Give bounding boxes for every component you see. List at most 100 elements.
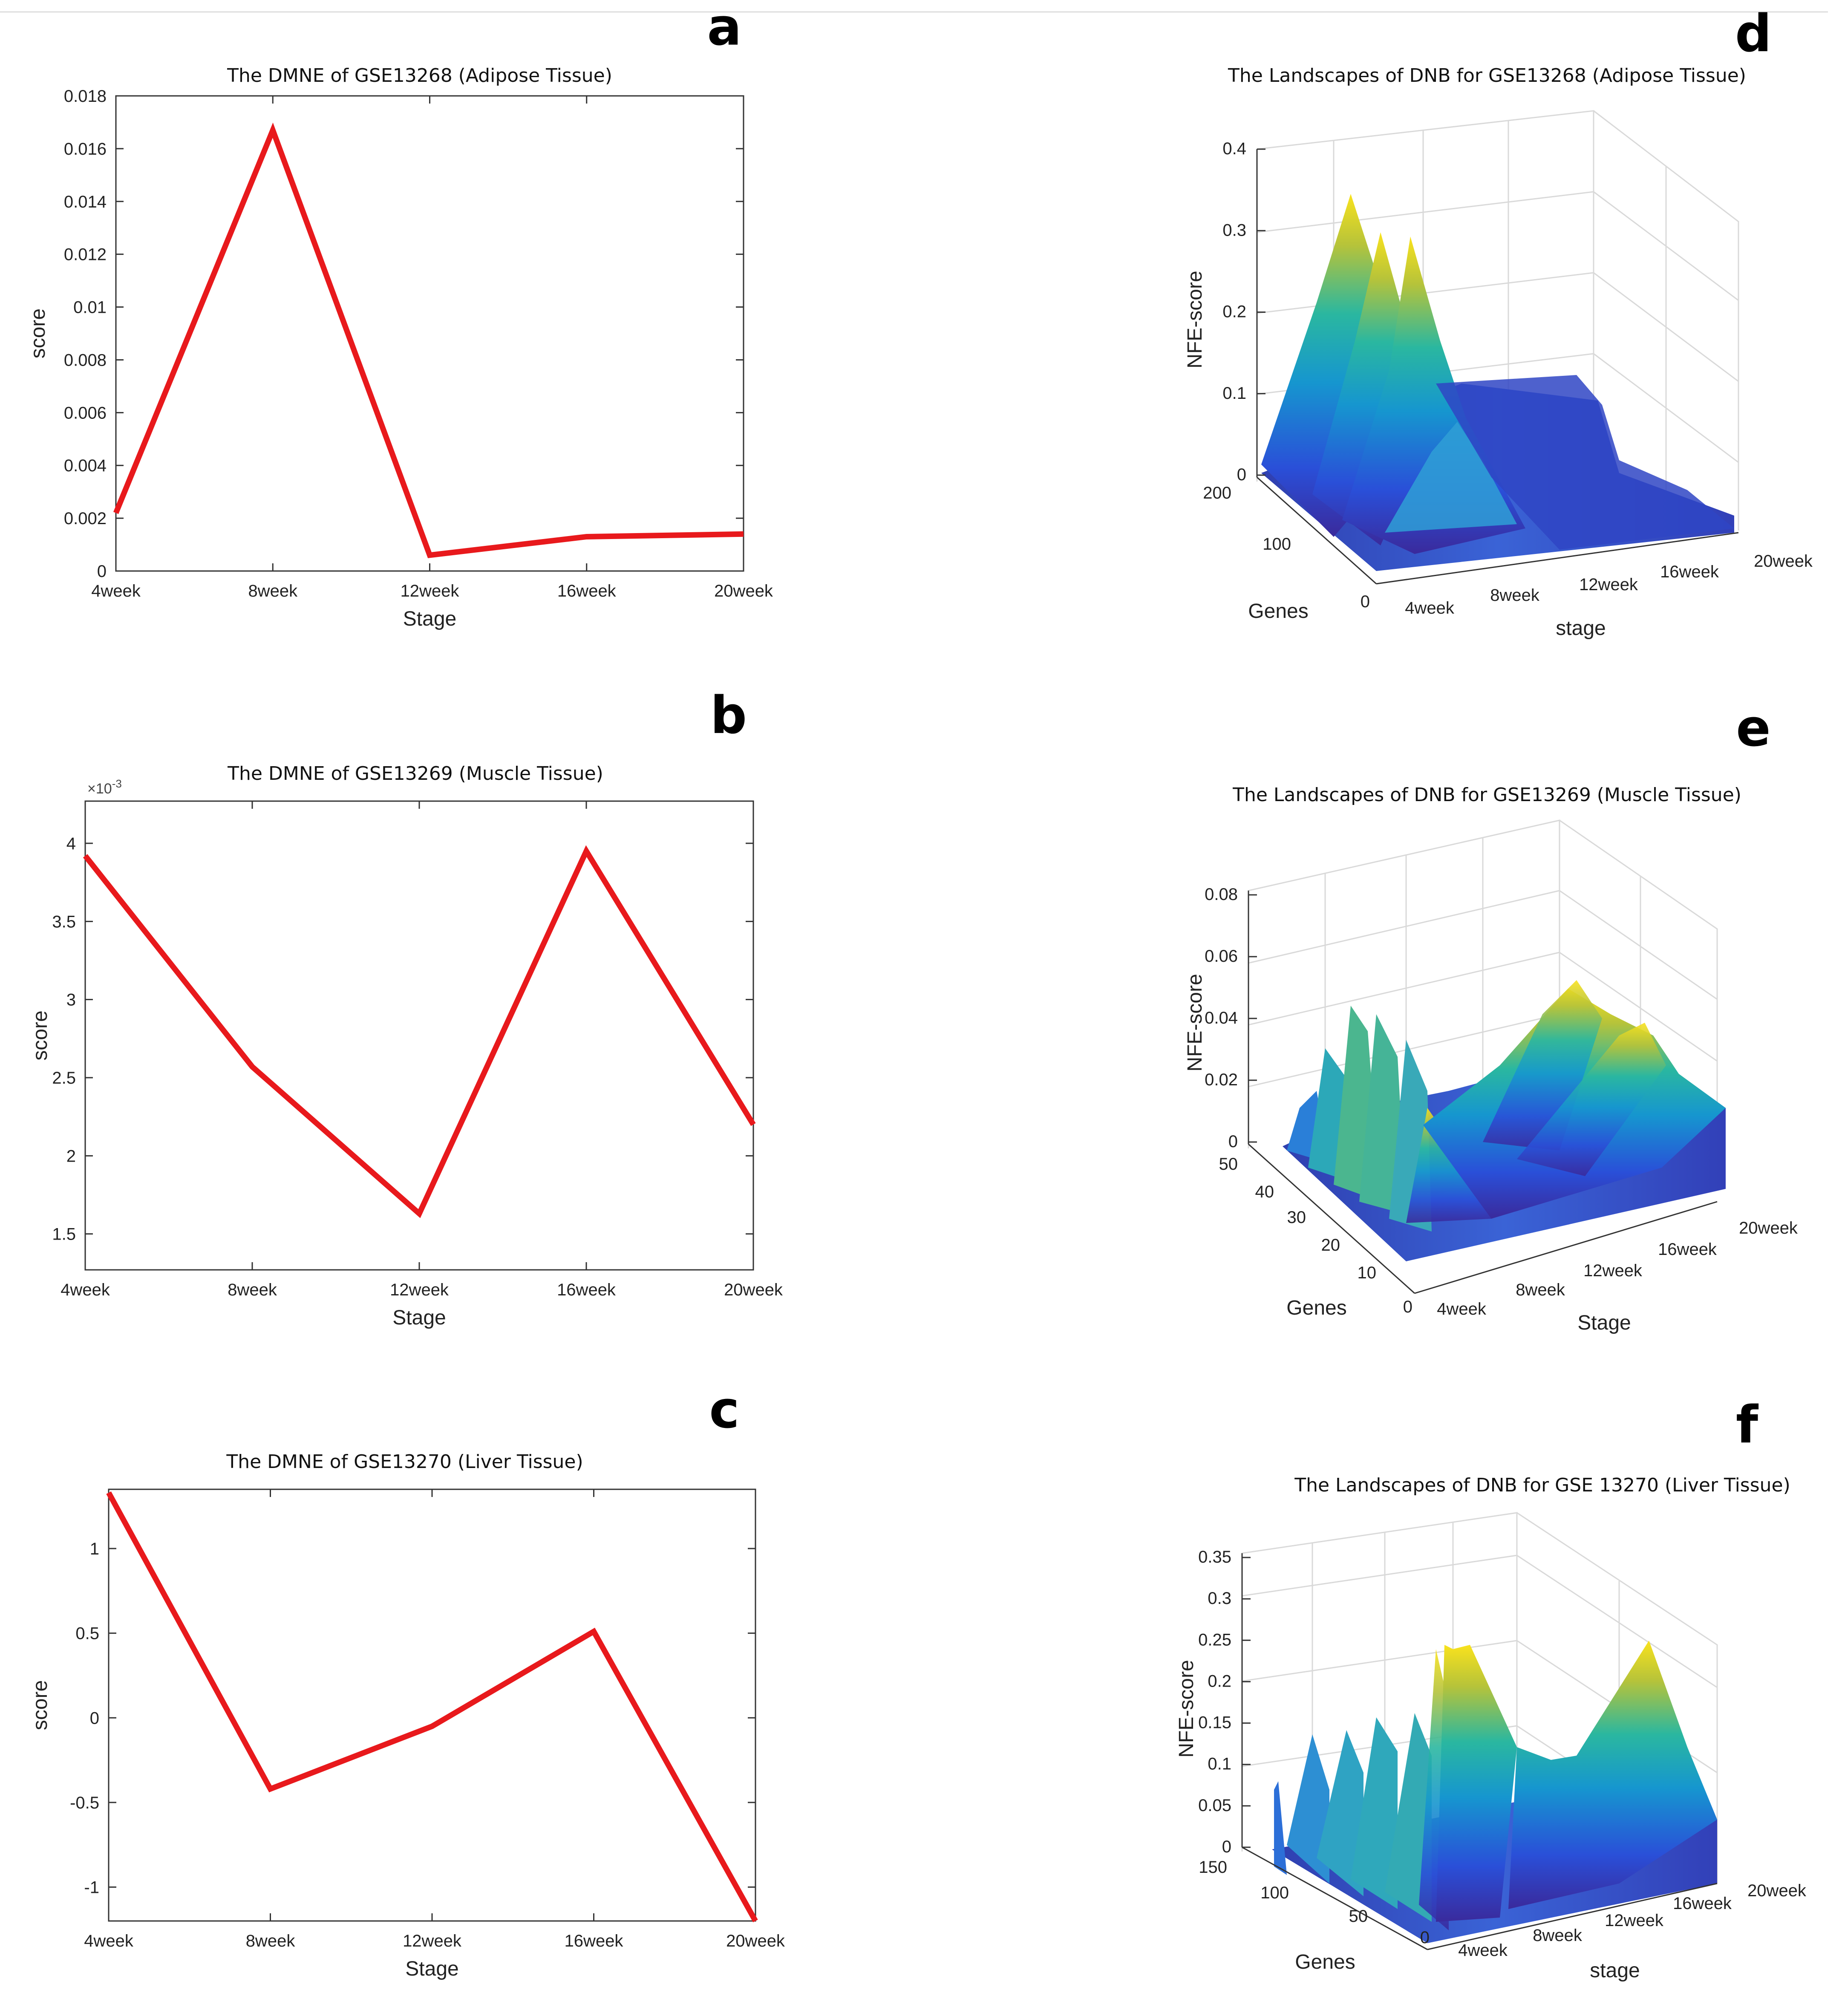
stage-tick-label-f: 8week xyxy=(1533,1926,1583,1945)
title-f: The Landscapes of DNB for GSE 13270 (Liv… xyxy=(1294,1474,1790,1496)
stage-tick-label-e: 4week xyxy=(1437,1300,1487,1318)
ytick-label-b: 1.5 xyxy=(52,1225,76,1244)
xlabel-c: Stage xyxy=(405,1958,458,1980)
peak-f-2 xyxy=(1508,1641,1717,1909)
ztick-label-d: 0.2 xyxy=(1222,303,1246,321)
ytick-label-a: 0.004 xyxy=(64,456,107,475)
ztick-label-f: 0.2 xyxy=(1208,1672,1231,1690)
xtick-label-b: 4week xyxy=(61,1281,110,1299)
ztick-label-e: 0.06 xyxy=(1205,947,1238,966)
ytick-label-b: 3.5 xyxy=(52,912,76,931)
surface-plot-e: 0 0.02 0.04 0.06 0.08 0 10 20 30 40 50 4week 8week 12… xyxy=(1205,819,1798,1318)
ztick-label-f: 0.35 xyxy=(1198,1548,1231,1566)
xtick-label-a: 4week xyxy=(91,582,141,600)
gene-tick-label-f: 50 xyxy=(1349,1907,1368,1926)
ylabel-b: score xyxy=(29,1010,52,1060)
axes-f xyxy=(1241,1553,1718,1950)
ytick-label-a: 0.002 xyxy=(64,509,107,528)
panel-label-f: f xyxy=(1736,1396,1759,1455)
ztick-label-d: 0.3 xyxy=(1222,221,1246,239)
surface-d xyxy=(1261,194,1734,571)
ztick-label-e: 0.04 xyxy=(1205,1009,1238,1027)
stage-tick-label-d: 8week xyxy=(1490,586,1540,605)
plot-frame-c xyxy=(108,1488,756,1922)
panel-label-d: d xyxy=(1735,4,1772,63)
ztick-label-f: 0.05 xyxy=(1198,1796,1231,1815)
title-a: The DMNE of GSE13268 (Adipose Tissue) xyxy=(227,65,612,87)
ztick-label-f: 0.25 xyxy=(1198,1630,1231,1649)
zlabel-d: NFE-score xyxy=(1184,271,1206,368)
ytick-label-a: 0 xyxy=(97,562,107,581)
stage-tick-label-d: 20week xyxy=(1754,552,1813,571)
ztick-label-e: 0.02 xyxy=(1205,1070,1238,1089)
stage-tick-label-d: 12week xyxy=(1579,575,1638,594)
xtick-label-a: 20week xyxy=(714,582,773,600)
gene-tick-label-f: 100 xyxy=(1260,1883,1289,1902)
ylabel-e: Genes xyxy=(1286,1297,1346,1319)
axes-d xyxy=(1256,149,1739,585)
stage-tick-label-e: 16week xyxy=(1658,1240,1717,1259)
surface-plot-d: 0 0.1 0.2 0.3 0.4 0 100 200 4week 8week 12week 16we… xyxy=(1203,110,1813,617)
gene-tick-label-e: 40 xyxy=(1255,1182,1274,1201)
xlabel-f: stage xyxy=(1590,1959,1640,1982)
ytick-label-a: 0.01 xyxy=(73,298,107,317)
ytick-label-c: 0.5 xyxy=(75,1624,99,1643)
xtick-label-c: 4week xyxy=(84,1932,134,1950)
xtick-label-a: 12week xyxy=(401,582,460,600)
stage-tick-label-d: 16week xyxy=(1660,562,1719,581)
gene-tick-label-f: 150 xyxy=(1199,1858,1227,1877)
gene-tick-label-d: 200 xyxy=(1203,484,1231,502)
ztick-label-f: 0.15 xyxy=(1198,1713,1231,1732)
ztick-label-f: 0.3 xyxy=(1208,1589,1231,1608)
axes-e xyxy=(1248,891,1718,1294)
xlabel-e: Stage xyxy=(1577,1312,1631,1334)
stage-tick-label-d: 4week xyxy=(1405,599,1455,617)
ylabel-f: Genes xyxy=(1295,1951,1355,1973)
chart-c: -1 -0.5 0 0.5 1 4week 8week 12week 16week 20week S… xyxy=(29,1488,785,1980)
plot-frame-a xyxy=(115,95,744,572)
title-d: The Landscapes of DNB for GSE13268 (Adip… xyxy=(1228,65,1746,87)
stage-tick-label-f: 20week xyxy=(1747,1881,1807,1900)
stage-tick-label-e: 8week xyxy=(1516,1281,1565,1299)
ytick-label-b: 3 xyxy=(66,991,76,1009)
xtick-label-c: 16week xyxy=(565,1932,624,1950)
xtick-label-a: 8week xyxy=(248,582,298,600)
stage-tick-label-e: 12week xyxy=(1583,1261,1643,1280)
xtick-label-b: 20week xyxy=(724,1281,783,1299)
ytick-label-b: 2 xyxy=(66,1147,76,1165)
gene-tick-label-d: 0 xyxy=(1361,592,1370,611)
title-b: The DMNE of GSE13269 (Muscle Tissue) xyxy=(227,763,603,784)
series-line-b xyxy=(83,845,756,1218)
panel-label-e: e xyxy=(1736,699,1770,758)
zlabel-e: NFE-score xyxy=(1184,974,1206,1071)
panel-label-a: a xyxy=(707,0,742,57)
ytick-label-b: 4 xyxy=(66,834,76,853)
gene-tick-label-e: 10 xyxy=(1358,1263,1377,1282)
ytick-label-c: -1 xyxy=(84,1878,99,1897)
series-line-c xyxy=(106,1491,758,1923)
series-line-a xyxy=(113,122,744,558)
ylabel-a: score xyxy=(27,309,49,358)
xtick-label-c: 12week xyxy=(403,1932,462,1950)
xtick-label-a: 16week xyxy=(557,582,617,600)
gene-tick-label-e: 0 xyxy=(1403,1298,1412,1316)
ytick-label-b: 2.5 xyxy=(52,1069,76,1087)
ytick-label-a: 0.012 xyxy=(64,245,107,264)
ytick-label-a: 0.018 xyxy=(64,87,107,106)
ztick-label-f: 0 xyxy=(1222,1837,1231,1856)
xtick-label-b: 12week xyxy=(390,1281,449,1299)
stage-tick-label-e: 20week xyxy=(1739,1219,1798,1237)
gene-tick-label-f: 0 xyxy=(1420,1928,1430,1947)
ytick-label-a: 0.008 xyxy=(64,351,107,369)
gene-tick-label-e: 20 xyxy=(1321,1236,1340,1255)
chart-a: 0 0.002 0.004 0.006 0.008 0.01 0.012 0.014 0.016… xyxy=(27,87,773,630)
ztick-label-e: 0.08 xyxy=(1205,885,1238,904)
xtick-label-b: 8week xyxy=(228,1281,277,1299)
ztick-label-d: 0.4 xyxy=(1222,139,1246,158)
stage-tick-label-f: 4week xyxy=(1458,1941,1508,1960)
ytick-label-c: 1 xyxy=(90,1540,99,1558)
title-e: The Landscapes of DNB for GSE13269 (Musc… xyxy=(1232,784,1741,806)
ztick-label-e: 0 xyxy=(1228,1132,1238,1151)
title-c: The DMNE of GSE13270 (Liver Tissue) xyxy=(226,1451,583,1473)
